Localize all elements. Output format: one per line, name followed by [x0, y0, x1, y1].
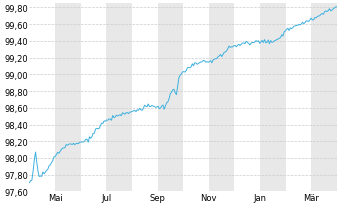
Bar: [158, 4, 183, 192]
Bar: [260, 4, 286, 192]
Bar: [55, 4, 81, 192]
Bar: [311, 4, 337, 192]
Bar: [106, 4, 132, 192]
Bar: [209, 4, 234, 192]
